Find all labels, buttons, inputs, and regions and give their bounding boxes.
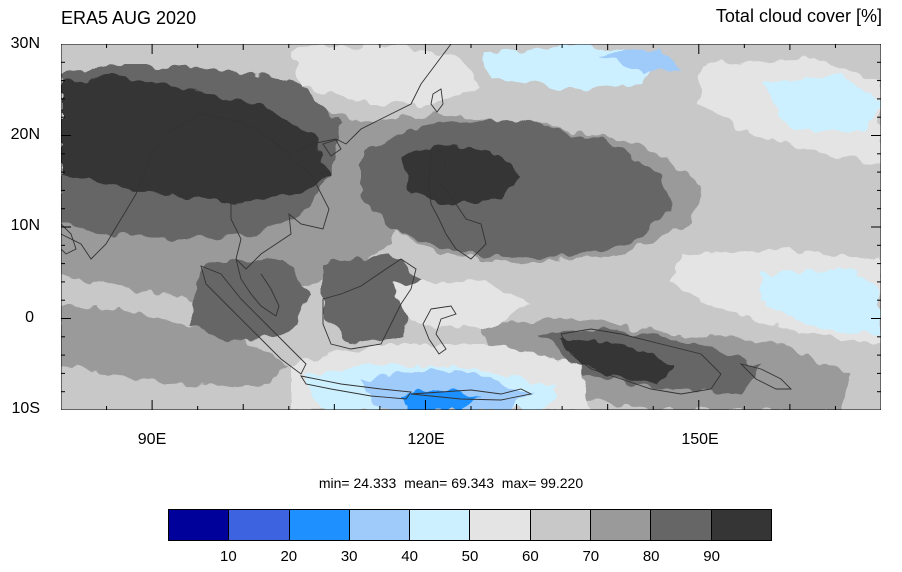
colorbar-label: 40 xyxy=(401,548,418,565)
cloud-field-80-90-c xyxy=(191,259,311,344)
cloud-field-20-30 xyxy=(401,389,481,410)
colorbar-cell-8 xyxy=(651,510,712,540)
coastlines xyxy=(61,44,793,401)
colorbar-label: 60 xyxy=(522,548,539,565)
coastline-sulawesi xyxy=(422,305,457,355)
colorbar-cell-4 xyxy=(410,510,471,540)
axis-ticks xyxy=(61,44,881,410)
cloud-field-40-50-b xyxy=(761,74,881,134)
map-title: ERA5 AUG 2020 xyxy=(61,8,197,28)
colorbar-cell-0 xyxy=(169,510,230,540)
colorbar-cell-3 xyxy=(349,510,411,540)
coastline-taiwan xyxy=(430,88,444,113)
coastline-new-guinea xyxy=(560,328,722,395)
cloud-field-80-90-d xyxy=(321,254,421,344)
colorbar-label: 70 xyxy=(582,548,600,565)
colorbar-label: 80 xyxy=(642,548,660,565)
colorbar-label: 20 xyxy=(280,548,298,565)
colorbar-cell-7 xyxy=(591,510,652,540)
lon-label-150e: 150E xyxy=(681,431,719,448)
cloud-field-40-50-c xyxy=(761,269,881,334)
cloud-field-50-60 xyxy=(291,44,481,104)
colorbar-label: 30 xyxy=(340,548,358,565)
cloud-field-over-90-c xyxy=(561,339,671,384)
min-label: min= xyxy=(318,475,350,491)
colorbar-cell-2 xyxy=(289,510,350,540)
coastline-sri-lanka-edge xyxy=(61,223,77,255)
coastline-solomon xyxy=(739,363,793,390)
coastline-java xyxy=(300,375,412,400)
statistics-line: min= 24.333 mean= 69.343 max= 99.220 xyxy=(0,475,902,491)
colorbar-cell-6 xyxy=(530,510,592,540)
coastline-sumatra xyxy=(200,265,307,375)
lat-label-20n: 20N xyxy=(10,126,40,143)
max-label: max= xyxy=(501,475,537,491)
cloud-field-over-90-b xyxy=(401,144,521,204)
variable-title: Total cloud cover [%] xyxy=(715,6,882,26)
coastline-borneo xyxy=(322,258,417,350)
colorbar-cell-1 xyxy=(229,510,290,540)
coastline-lesser-sunda xyxy=(410,388,533,401)
mean-value: 69.343 xyxy=(451,475,495,491)
coastline-philippines xyxy=(428,148,487,260)
coastline-indochina xyxy=(230,138,330,270)
lat-label-0: 0 xyxy=(25,309,34,326)
lat-label-30n: 30N xyxy=(10,35,40,52)
mean-label: mean= xyxy=(404,475,448,491)
cloud-cover-map xyxy=(61,44,881,410)
lat-label-10s: 10S xyxy=(11,400,40,417)
coastline-malay-peninsula xyxy=(235,258,280,317)
colorbar-label: 10 xyxy=(220,548,237,565)
lat-label-10n: 10N xyxy=(10,217,40,234)
cloud-field-30-40-b xyxy=(601,49,681,74)
lon-label-90e: 90E xyxy=(137,431,167,448)
cloud-field-50-60-d xyxy=(391,279,531,329)
coastline-hainan xyxy=(322,139,342,157)
cloud-field-70-80-c xyxy=(61,304,291,389)
min-value: 24.333 xyxy=(353,475,397,491)
lon-label-120e: 120E xyxy=(407,431,445,448)
colorbar-cell-9 xyxy=(711,510,771,540)
cloud-field-over-90 xyxy=(61,74,331,204)
colorbar xyxy=(168,509,772,541)
max-value: 99.220 xyxy=(540,475,584,491)
colorbar-cell-5 xyxy=(470,510,531,540)
colorbar-label: 90 xyxy=(703,548,720,565)
colorbar-label: 50 xyxy=(461,548,479,565)
